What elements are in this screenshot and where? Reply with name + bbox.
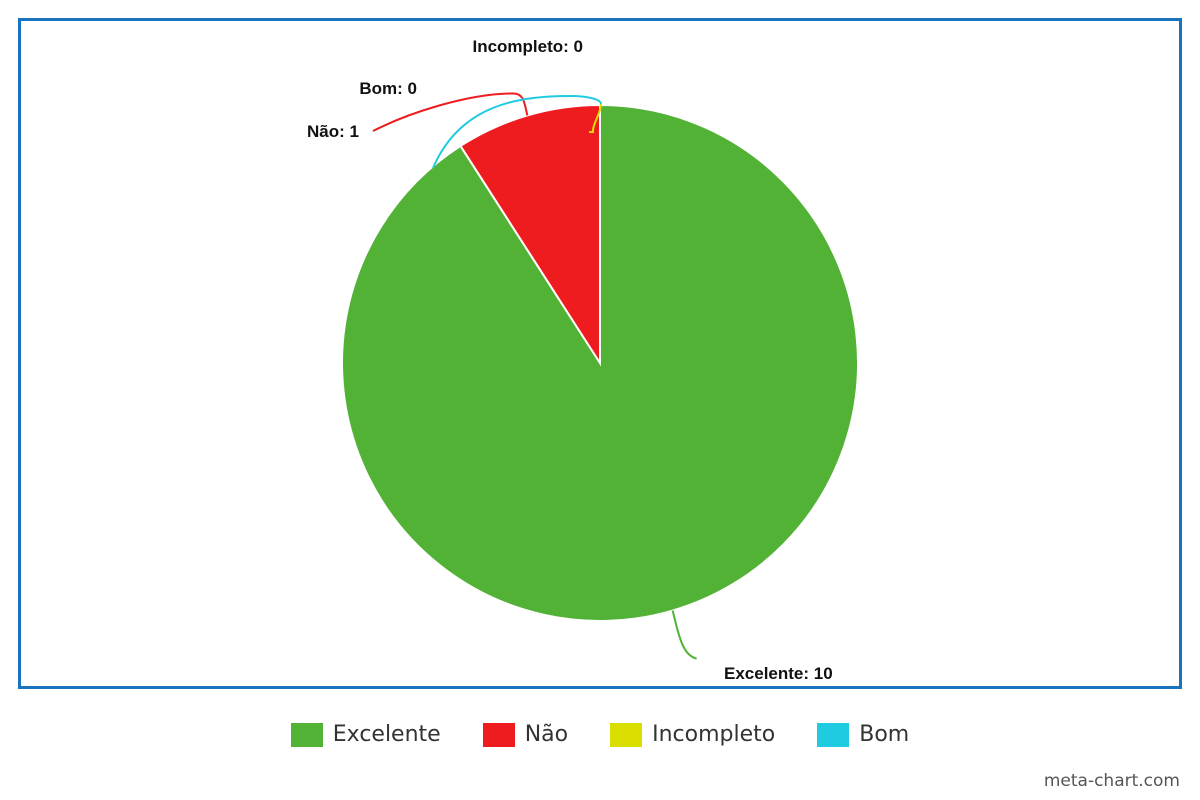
chart-frame: Excelente: 10 Não: 1 Incompleto: 0 Bom: 0 [18,18,1182,689]
legend-item-excelente[interactable]: Excelente [290,722,441,747]
legend-label: Bom [859,722,910,747]
data-label: Excelente: 10 [724,664,833,683]
watermark[interactable]: meta-chart.com [1043,771,1180,791]
legend-item-bom[interactable]: Bom [817,722,909,747]
data-label: Não: 1 [307,122,359,141]
legend-swatch-excelente [290,722,323,747]
legend-item-incompleto[interactable]: Incompleto [610,722,775,747]
leader-line [432,94,602,169]
legend-swatch-nao [482,722,515,747]
leader-line [589,103,602,133]
legend-item-nao[interactable]: Não [482,722,569,747]
data-label: Incompleto: 0 [472,37,583,56]
legend-label: Não [524,722,569,747]
leader-line [671,610,698,660]
legend-swatch-bom [817,722,850,747]
data-label: Bom: 0 [359,79,417,98]
legend-label: Excelente [332,722,441,747]
pie-slice-nao[interactable] [459,103,601,367]
leader-line [372,92,529,132]
legend: Excelente Não Incompleto Bom [0,722,1200,747]
legend-label: Incompleto [652,722,776,747]
legend-swatch-incompleto [610,722,643,747]
pie-chart: Excelente: 10 Não: 1 Incompleto: 0 Bom: 0 [307,37,859,683]
